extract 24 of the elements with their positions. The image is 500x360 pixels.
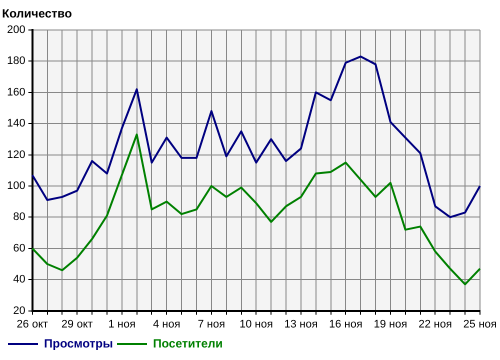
y-axis-title: Количество — [2, 6, 72, 20]
y-tick-label: 120 — [6, 148, 26, 161]
x-tick-label: 29 окт — [61, 318, 93, 330]
y-tick-label: 200 — [6, 24, 26, 36]
x-tick-label: 19 ноя — [374, 318, 408, 330]
x-tick-label: 22 ноя — [418, 318, 452, 330]
x-tick-label: 16 ноя — [328, 318, 362, 330]
y-tick-label: 100 — [6, 180, 26, 192]
x-tick-label: 26 окт — [16, 318, 48, 330]
y-tick-label: 160 — [6, 86, 26, 98]
x-tick-label: 1 ноя — [108, 318, 136, 330]
x-tick-label: 7 ноя — [198, 318, 226, 330]
x-tick-label: 4 ноя — [152, 318, 180, 330]
y-tick-label: 40 — [13, 274, 26, 286]
legend-label: Посетители — [153, 336, 223, 350]
y-tick-label: 140 — [6, 118, 26, 130]
y-tick-label: 80 — [13, 211, 26, 224]
x-tick-label: 25 ноя — [463, 318, 497, 330]
y-tick-label: 60 — [13, 242, 26, 254]
x-tick-label: 13 ноя — [284, 318, 318, 330]
legend-label: Просмотры — [44, 336, 114, 350]
x-tick-label: 10 ноя — [239, 318, 273, 330]
y-tick-label: 20 — [13, 304, 26, 317]
y-tick-label: 180 — [6, 55, 26, 68]
